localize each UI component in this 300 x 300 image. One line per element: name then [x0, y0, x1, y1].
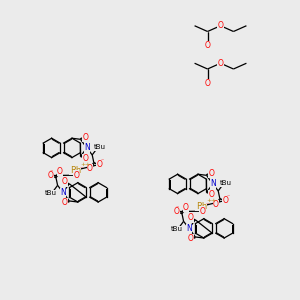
- Text: ++: ++: [207, 198, 217, 203]
- Text: O: O: [205, 79, 211, 88]
- Text: O: O: [173, 207, 179, 216]
- Text: N: N: [60, 188, 66, 197]
- Text: O: O: [62, 177, 68, 186]
- Text: Rh: Rh: [196, 202, 207, 211]
- Text: ⁻: ⁻: [206, 204, 209, 209]
- Text: ⁻: ⁻: [80, 168, 83, 173]
- Text: tBu: tBu: [170, 226, 182, 232]
- Text: O: O: [183, 203, 189, 212]
- Text: tBu: tBu: [93, 144, 105, 150]
- Text: O: O: [97, 160, 102, 169]
- Text: O: O: [208, 190, 214, 199]
- Text: O: O: [47, 171, 53, 180]
- Text: ⁻: ⁻: [50, 170, 53, 175]
- Text: ⁻: ⁻: [100, 159, 103, 164]
- Text: ⁻: ⁻: [226, 195, 230, 200]
- Text: N: N: [186, 224, 192, 233]
- Text: N: N: [210, 179, 216, 188]
- Text: O: O: [213, 200, 219, 209]
- Text: tBu: tBu: [219, 180, 231, 186]
- Text: Rh: Rh: [70, 166, 81, 175]
- Text: O: O: [82, 133, 88, 142]
- Text: tBu: tBu: [44, 190, 56, 196]
- Text: O: O: [62, 198, 68, 207]
- Text: O: O: [218, 59, 224, 68]
- Text: O: O: [205, 41, 211, 50]
- Text: O: O: [199, 207, 205, 216]
- Text: O: O: [188, 213, 194, 222]
- Text: O: O: [208, 169, 214, 178]
- Text: O: O: [188, 234, 194, 243]
- Text: O: O: [82, 154, 88, 163]
- Text: ++: ++: [81, 162, 91, 167]
- Text: ⁻: ⁻: [176, 206, 179, 211]
- Text: O: O: [223, 196, 228, 205]
- Text: O: O: [87, 164, 93, 173]
- Text: O: O: [73, 171, 79, 180]
- Text: O: O: [218, 21, 224, 30]
- Text: N: N: [84, 143, 90, 152]
- Text: O: O: [57, 167, 63, 176]
